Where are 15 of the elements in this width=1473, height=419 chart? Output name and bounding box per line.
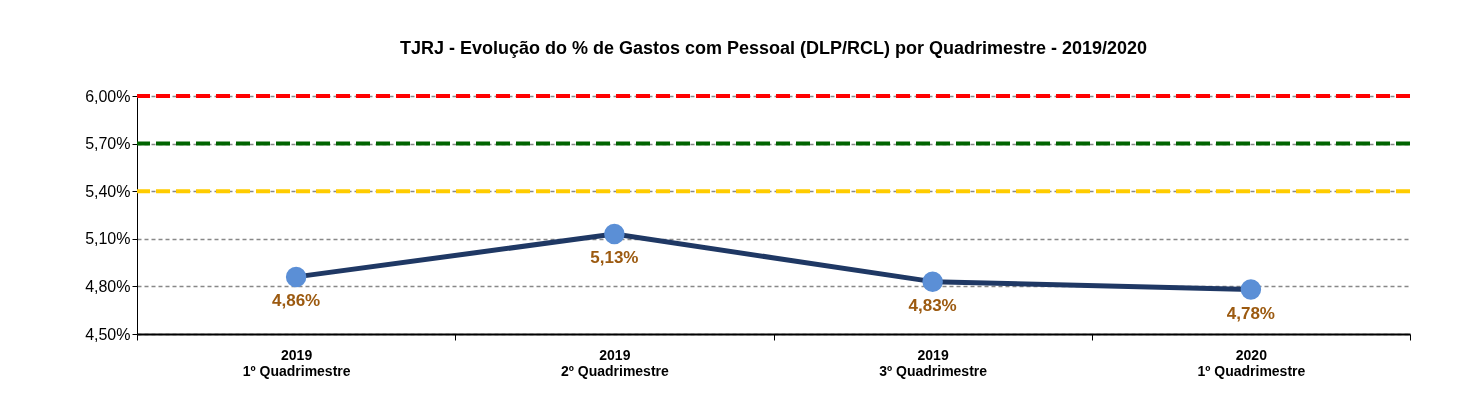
x-tick-label: 2019 3º Quadrimestre bbox=[879, 346, 988, 379]
data-label: 4,86% bbox=[272, 290, 321, 310]
data-label: 5,13% bbox=[590, 248, 639, 268]
y-tick-label: 5,10% bbox=[85, 230, 131, 248]
y-tick-label: 6,00% bbox=[85, 87, 131, 105]
x-tick-label: 2019 2º Quadrimestre bbox=[560, 346, 669, 379]
y-tick-label: 5,40% bbox=[85, 182, 131, 200]
chart-title: TJRJ - Evolução do % de Gastos com Pessoal (DLP/RCL) por Quadrimestre - 2019/2020 bbox=[399, 38, 1148, 58]
data-label: 4,83% bbox=[908, 295, 957, 315]
y-tick-label: 5,70% bbox=[85, 135, 131, 153]
x-tick-label: 2019 1º Quadrimestre bbox=[242, 346, 351, 379]
y-tick-label: 4,50% bbox=[85, 325, 131, 343]
y-tick-label: 4,80% bbox=[85, 277, 131, 295]
data-label: 4,78% bbox=[1226, 303, 1275, 323]
x-tick-label: 2020 1º Quadrimestre bbox=[1197, 346, 1306, 379]
